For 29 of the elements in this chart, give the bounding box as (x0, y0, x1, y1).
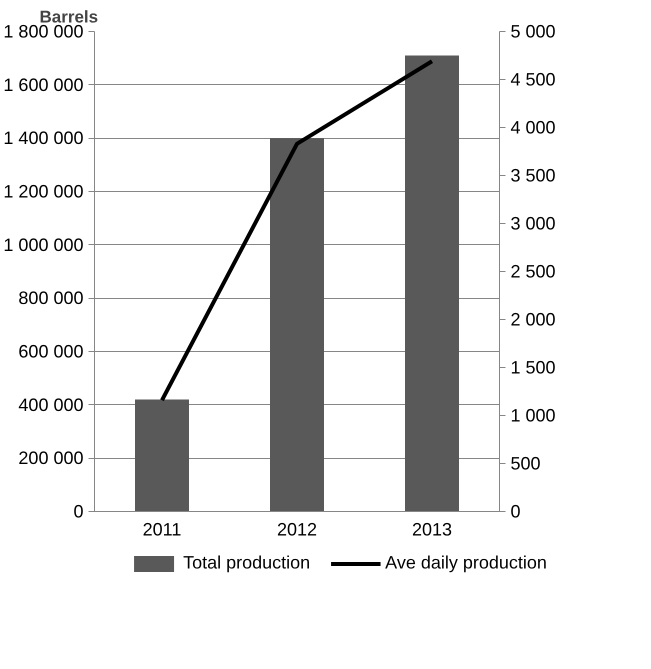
legend-label: Total production (183, 552, 310, 574)
y-tick-label: 0 (73, 502, 84, 522)
y-tick-label: 1 400 000 (3, 128, 84, 148)
y-tick-label: 1 200 000 (3, 182, 84, 202)
bar (135, 400, 189, 512)
bar (405, 56, 459, 512)
y-tick-label: 800 000 (18, 288, 84, 308)
y2-tick-label: 2 000 (510, 310, 556, 330)
y-tick-label: 400 000 (18, 394, 84, 415)
y-tick-label: 1 600 000 (3, 74, 84, 95)
y-tick-label: 1 800 000 (3, 22, 84, 42)
y2-tick-label: 4 500 (510, 70, 556, 90)
y-tick-label: 200 000 (18, 448, 84, 468)
y-tick-label: 600 000 (18, 342, 84, 362)
y-tick-label: 1 000 000 (3, 234, 84, 255)
bar (270, 138, 324, 512)
y2-tick-label: 2 500 (510, 262, 556, 282)
y2-tick-label: 4 000 (510, 118, 556, 138)
y2-tick-label: 0 (510, 502, 521, 522)
x-tick-label: 2011 (142, 520, 182, 540)
x-tick-label: 2012 (276, 520, 318, 540)
y2-tick-label: 1 000 (510, 406, 556, 426)
x-tick-label: 2013 (412, 520, 452, 540)
y2-tick-label: 1 500 (510, 358, 556, 378)
y2-tick-label: 3 000 (510, 214, 556, 234)
y2-tick-label: 3 500 (510, 166, 556, 186)
y2-tick-label: 5 000 (510, 22, 556, 42)
legend-label: Ave daily production (385, 552, 547, 574)
y2-tick-label: 500 (510, 454, 541, 474)
